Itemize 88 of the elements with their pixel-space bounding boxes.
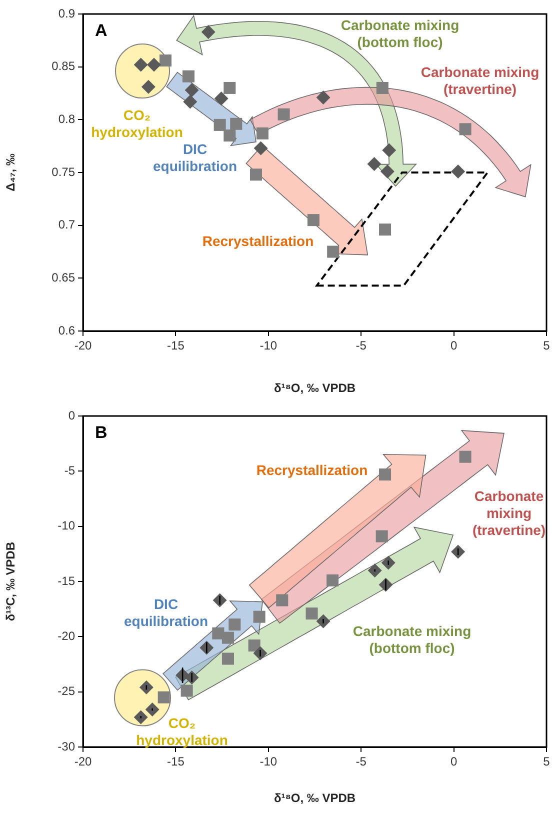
- annotation: Carbonate mixing (bottom floc): [352, 622, 472, 656]
- point: [134, 710, 148, 724]
- x-tick-label: -10: [260, 338, 278, 353]
- annotation: DIC equilibration: [124, 596, 208, 629]
- y-tick-label: 0.6: [58, 323, 76, 338]
- point: [451, 544, 466, 559]
- point: [253, 610, 266, 623]
- point: [139, 680, 154, 694]
- x-tick-label: -15: [167, 754, 185, 769]
- x-tick-label: -20: [74, 338, 92, 353]
- y-tick-label: 0.9: [58, 6, 76, 20]
- y-tick-label: -5: [64, 463, 76, 478]
- point: [327, 246, 340, 258]
- point: [256, 127, 268, 140]
- x-tick-label: -5: [356, 338, 367, 353]
- y-tick-label: 0.8: [58, 112, 76, 126]
- point: [141, 80, 156, 94]
- point: [230, 118, 242, 130]
- y-axis-title: δ¹³C, ‰ VPDB: [4, 542, 18, 622]
- point: [381, 556, 396, 570]
- chart-title: B: [95, 423, 108, 442]
- point: [316, 90, 330, 104]
- point: [250, 168, 262, 181]
- point: [214, 92, 228, 106]
- point: [222, 632, 234, 644]
- point: [316, 614, 330, 628]
- y-tick-label: 0.7: [58, 218, 76, 232]
- y-tick-label: 0: [68, 408, 76, 422]
- y-tick-label: 0.85: [52, 59, 76, 74]
- point: [451, 164, 466, 178]
- annotation: Recrystallization: [256, 462, 368, 478]
- point: [380, 164, 394, 178]
- x-tick-label: 5: [543, 338, 550, 353]
- x-tick-label: -10: [260, 754, 278, 769]
- point: [224, 82, 236, 94]
- point: [228, 618, 241, 631]
- y-tick-label: -30: [58, 739, 76, 754]
- x-tick-label: 0: [450, 338, 458, 353]
- x-axis-title: δ¹⁸O, ‰ VPDB: [274, 791, 356, 806]
- point: [224, 130, 236, 142]
- x-tick-label: 0: [450, 754, 458, 769]
- annotation: DIC equilibration: [153, 140, 237, 174]
- y-tick-label: -10: [58, 518, 76, 533]
- y-tick-label: -20: [58, 628, 76, 643]
- annotation: CO₂ hydroxylation: [136, 714, 228, 748]
- point: [368, 563, 382, 578]
- point: [376, 530, 388, 542]
- point: [278, 108, 290, 120]
- point: [214, 118, 226, 131]
- x-axis-title: δ¹⁸O, ‰ VPDB: [274, 381, 356, 396]
- x-tick-label: 5: [543, 754, 550, 769]
- point: [184, 83, 199, 98]
- chart-title: A: [95, 21, 108, 40]
- point: [379, 224, 392, 236]
- x-tick-label: -20: [74, 754, 92, 769]
- annotation: Recrystallization: [202, 232, 314, 249]
- point: [182, 70, 195, 82]
- point: [379, 468, 392, 480]
- point: [159, 54, 172, 67]
- annotation: Carbonate mixing (bottom floc): [340, 16, 460, 50]
- annotation: Carbonate mixing (travertine): [472, 488, 546, 538]
- point: [459, 123, 472, 136]
- point: [382, 143, 396, 158]
- point: [307, 214, 320, 226]
- point: [183, 94, 198, 109]
- point: [326, 574, 339, 586]
- y-tick-label: -15: [58, 574, 76, 588]
- y-axis-title: Δ₄₇, ‰: [4, 154, 18, 192]
- point: [459, 450, 472, 463]
- y-tick-label: 0.75: [52, 164, 76, 179]
- point: [222, 652, 234, 665]
- point: [254, 141, 268, 156]
- point: [306, 607, 318, 620]
- point: [276, 594, 288, 606]
- x-tick-label: -15: [167, 338, 185, 353]
- point: [367, 157, 382, 172]
- y-tick-label: -25: [58, 684, 76, 698]
- point: [145, 702, 160, 716]
- point: [147, 58, 162, 72]
- point: [158, 691, 170, 704]
- annotation: CO₂ hydroxylation: [91, 106, 183, 140]
- x-tick-label: -5: [356, 754, 367, 769]
- annotation: Carbonate mixing (travertine): [420, 64, 540, 97]
- point: [180, 684, 193, 697]
- point: [376, 82, 388, 94]
- point: [253, 646, 268, 660]
- y-tick-label: 0.65: [52, 270, 76, 284]
- point: [201, 24, 216, 39]
